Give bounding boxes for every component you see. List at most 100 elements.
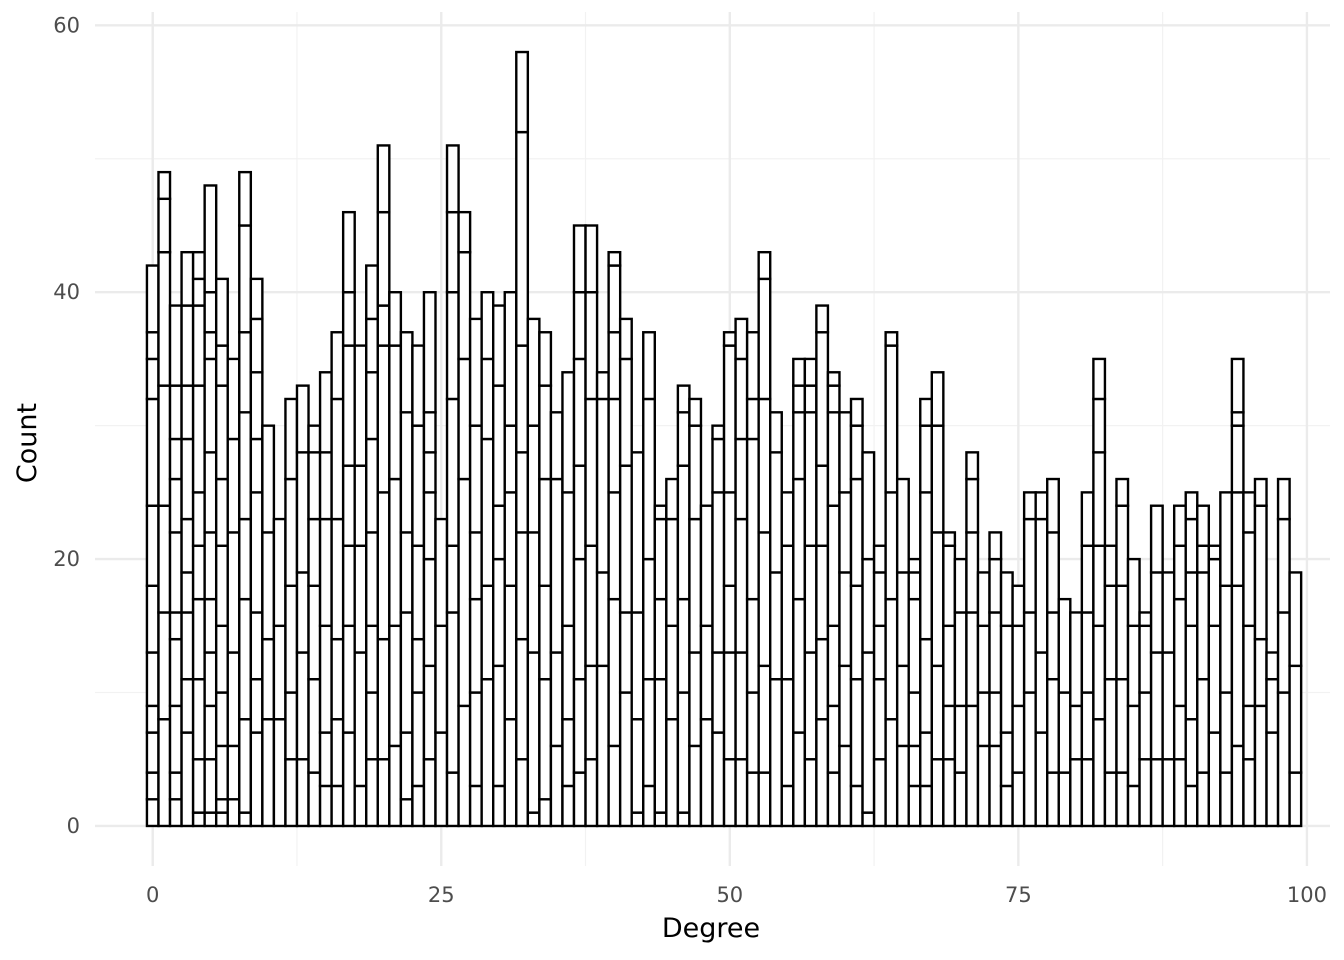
bar-segment	[849, 584, 864, 681]
bar-segment	[792, 411, 807, 481]
bar-segment	[976, 624, 991, 694]
bar-segment	[388, 291, 403, 347]
bar-segment	[907, 557, 922, 574]
bar-segment	[411, 637, 426, 694]
bar-segment	[688, 397, 703, 427]
bar-segment	[1149, 571, 1164, 654]
bar-segment	[341, 731, 356, 828]
bar-segment	[838, 744, 853, 828]
bar-segment	[515, 344, 530, 454]
bar-segment	[607, 264, 622, 334]
bar-segment	[203, 531, 218, 601]
bar-segment	[919, 397, 933, 427]
bar-segment	[653, 677, 668, 814]
bar-segment	[191, 304, 206, 387]
bar-segment	[1080, 491, 1095, 547]
bar-segment	[1034, 731, 1049, 828]
bar-segment	[988, 557, 1003, 614]
bar-segment	[999, 784, 1014, 828]
bar-segment	[1057, 771, 1072, 828]
bar-segment	[722, 344, 737, 494]
bar-segment	[238, 224, 253, 334]
bar-segment	[388, 624, 403, 748]
bar-segment	[445, 611, 460, 774]
bar-segment	[1184, 517, 1199, 574]
bar-segment	[399, 411, 414, 534]
bar-segment	[642, 557, 656, 681]
bar-segment	[607, 331, 622, 401]
bar-segment	[434, 517, 449, 628]
bar-segment	[1069, 704, 1084, 761]
bar-segment	[561, 718, 576, 788]
bar-segment	[1149, 651, 1164, 761]
bar-segment	[1288, 771, 1303, 828]
bar-segment	[572, 357, 587, 467]
bar-segment	[895, 571, 910, 668]
bar-segment	[872, 624, 887, 681]
y-tick-label: 0	[67, 814, 80, 838]
bar-segment	[1126, 557, 1141, 628]
bar-segment	[1022, 491, 1037, 521]
bar-segment	[272, 718, 287, 828]
bar-segment	[1034, 517, 1049, 654]
bar-segment	[792, 477, 807, 601]
bar-segment	[630, 451, 645, 614]
bar-segment	[191, 811, 206, 828]
x-tick-label: 50	[716, 883, 743, 907]
bar-segment	[480, 437, 495, 587]
bar-segment	[434, 731, 449, 828]
bar-segment	[330, 397, 345, 521]
bar-segment	[815, 304, 830, 334]
bar-segment	[757, 250, 772, 281]
bar-segment	[976, 571, 991, 628]
bar-segment	[492, 304, 506, 387]
bar-segment	[1207, 624, 1222, 734]
bar-segment	[365, 624, 379, 694]
bar-segment	[1115, 584, 1130, 681]
bar-segment	[295, 384, 310, 454]
bar-segment	[734, 517, 749, 654]
bar-segment	[180, 304, 195, 387]
bar-segment	[838, 664, 853, 748]
bar-segment	[191, 677, 206, 761]
bar-segment	[526, 317, 541, 427]
bar-segment	[203, 184, 218, 294]
bar-segment	[1103, 544, 1118, 587]
bar-segment	[238, 170, 253, 227]
bar-segment	[861, 651, 876, 814]
bar-segment	[538, 798, 553, 828]
bar-segment	[1092, 451, 1107, 547]
bar-segment	[1092, 397, 1107, 454]
bar-segment	[676, 597, 691, 694]
bar-segment	[157, 384, 172, 507]
bar-segment	[307, 451, 322, 521]
bar-segment	[388, 477, 403, 628]
bar-segment	[838, 411, 853, 494]
bar-segment	[780, 677, 795, 788]
bar-segment	[353, 464, 368, 547]
bar-segment	[445, 291, 460, 401]
bar-segment	[203, 597, 218, 654]
bar-segment	[722, 584, 737, 654]
bar-segment	[642, 397, 656, 561]
x-tick-label: 25	[428, 883, 455, 907]
bar-segment	[1161, 571, 1176, 654]
bar-segment	[607, 491, 622, 601]
x-tick-label: 0	[146, 883, 159, 907]
bar-segment	[642, 784, 656, 828]
bar-segment	[942, 531, 957, 547]
bar-segment	[1115, 477, 1130, 507]
bar-segment	[284, 691, 299, 761]
bar-segment	[722, 651, 737, 761]
bar-segment	[607, 744, 622, 828]
bar-segment	[180, 677, 195, 734]
bar-segment	[1219, 691, 1234, 774]
bar-segment	[238, 331, 253, 414]
bar-segment	[330, 718, 345, 788]
bar-segment	[757, 277, 772, 401]
bar-segment	[503, 424, 518, 494]
bar-segment	[803, 758, 818, 828]
bar-segment	[376, 210, 391, 307]
bar-segment	[769, 451, 783, 574]
